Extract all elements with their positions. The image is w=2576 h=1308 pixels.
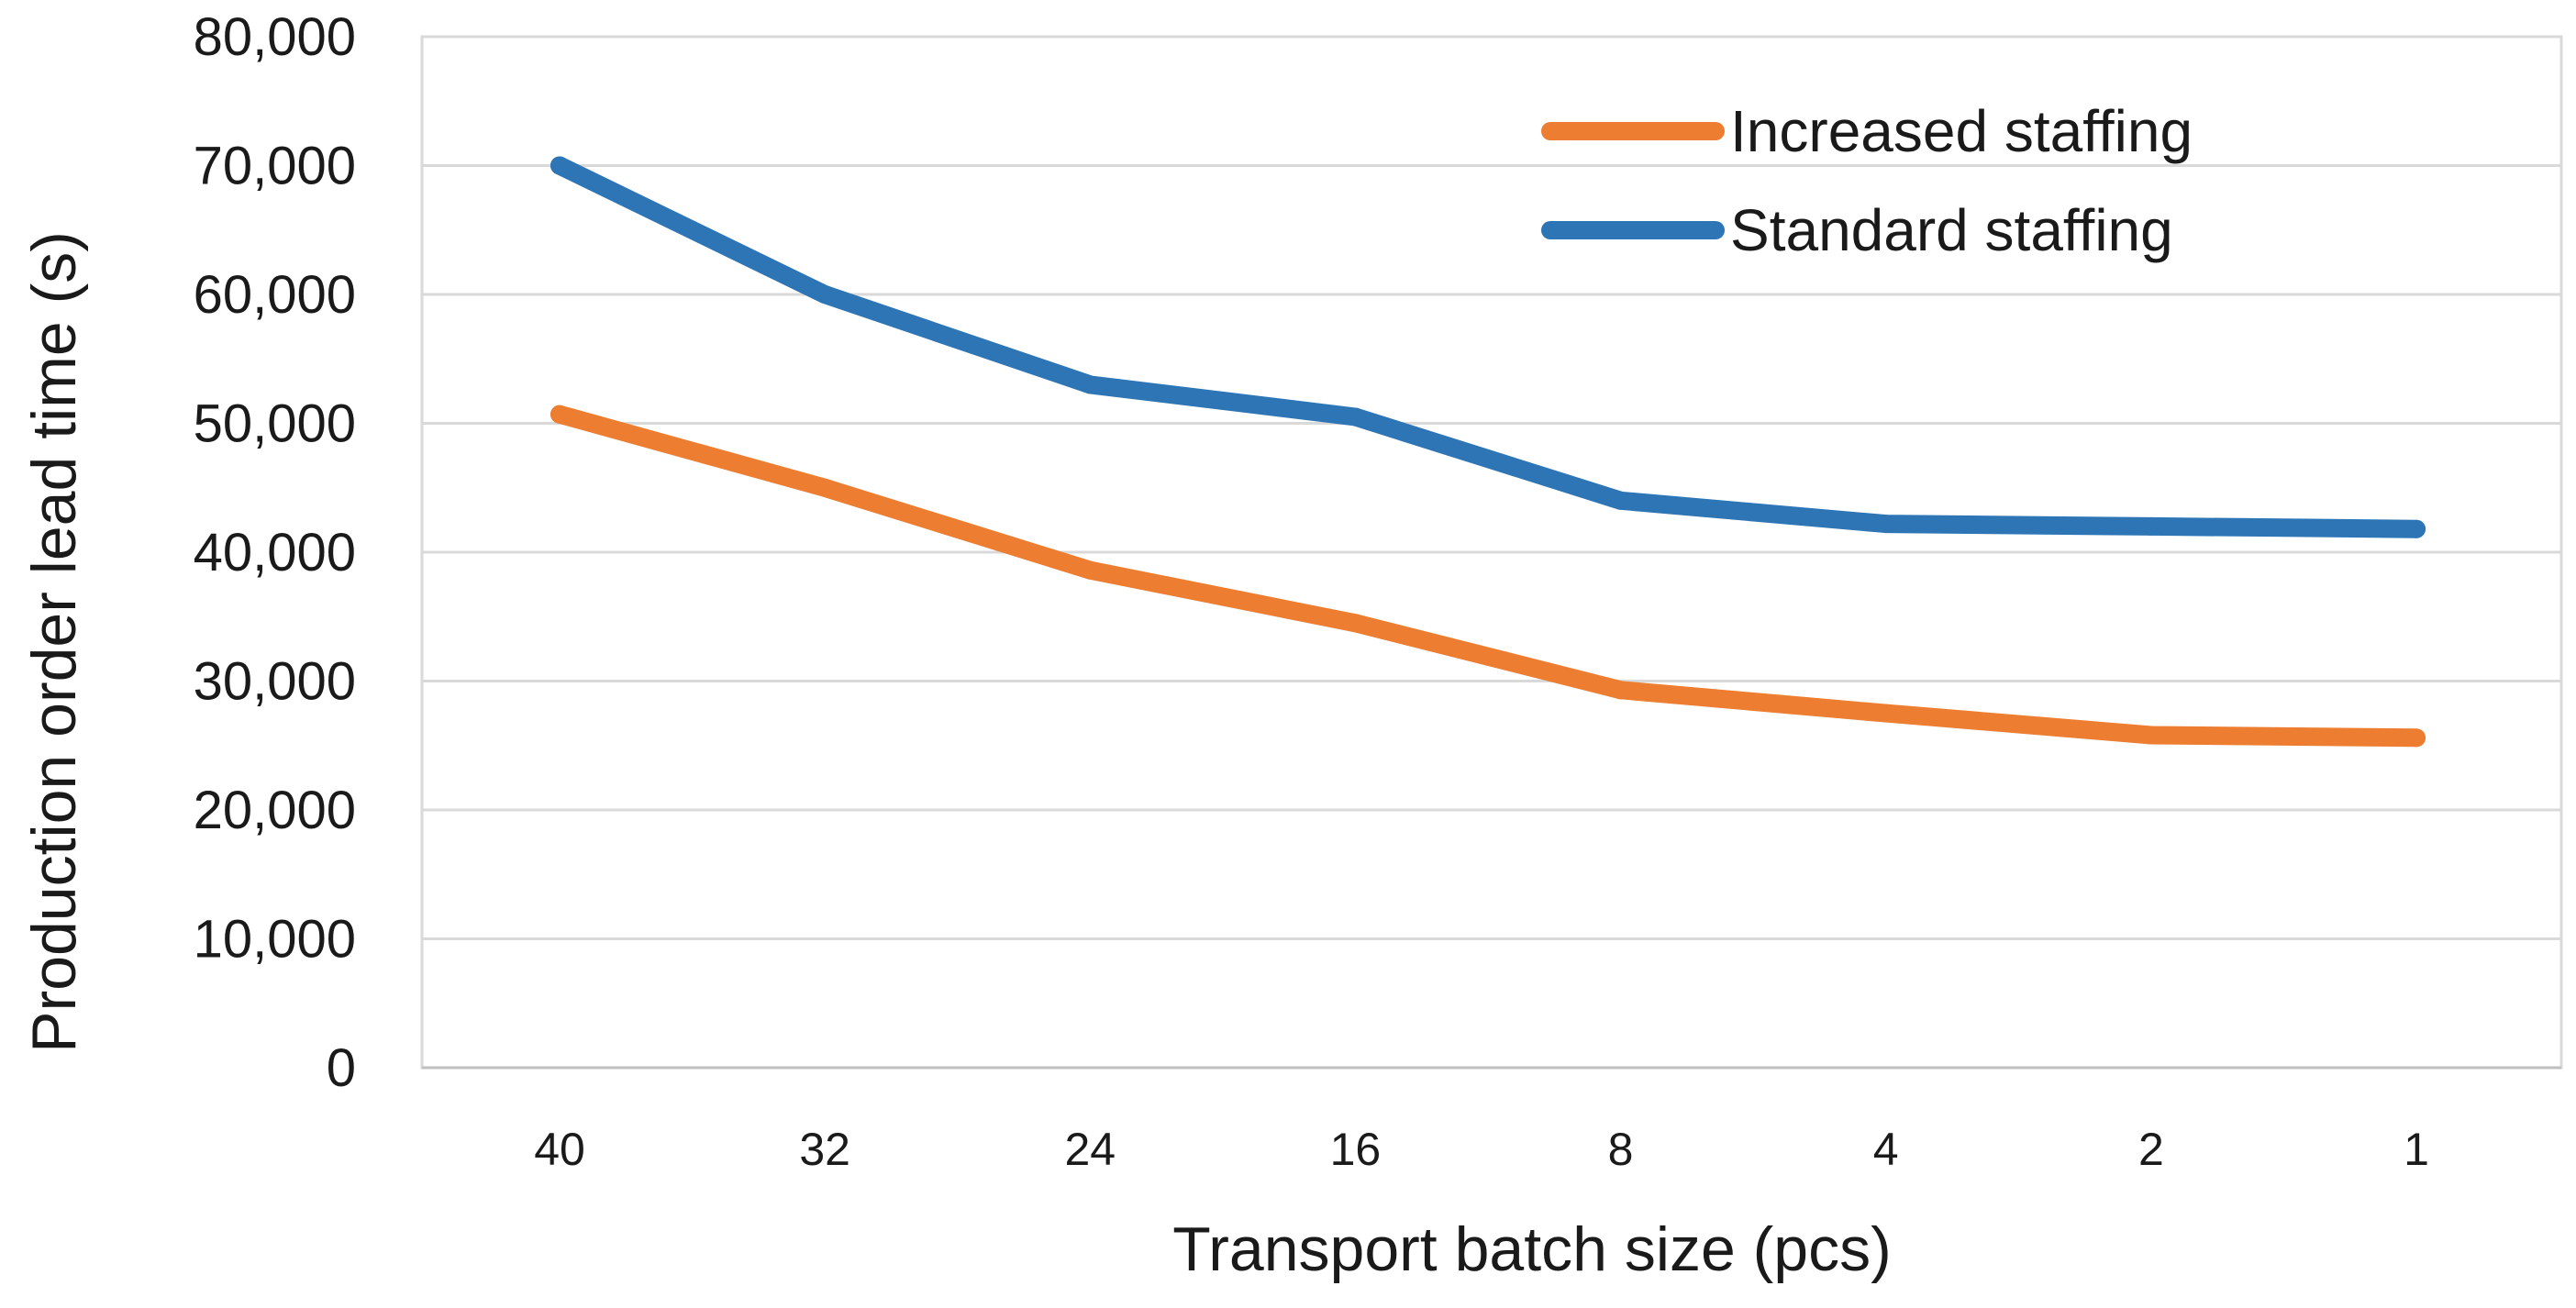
y-tick-label: 80,000: [194, 7, 356, 67]
y-tick-label: 10,000: [194, 910, 356, 970]
data-point-increased-staffing: [2141, 726, 2160, 745]
data-point-standard-staffing: [1876, 515, 1895, 534]
gridlines: [420, 35, 2563, 1070]
data-point-standard-staffing: [1081, 375, 1100, 394]
x-axis-title: Transport batch size (pcs): [1172, 1214, 1892, 1284]
series-standard-staffing: [550, 156, 2426, 538]
x-tick-label: 16: [1330, 1124, 1382, 1175]
x-tick-label: 2: [2138, 1124, 2164, 1175]
data-point-increased-staffing: [816, 478, 835, 497]
x-tick-label: 24: [1064, 1124, 1116, 1175]
data-point-increased-staffing: [550, 405, 569, 424]
y-tick-label: 50,000: [194, 394, 356, 454]
data-point-standard-staffing: [1611, 491, 1630, 510]
y-tick-label: 70,000: [194, 137, 356, 196]
series-increased-staffing: [550, 405, 2426, 748]
legend-label-standard-staffing: Standard staffing: [1730, 197, 2173, 263]
series-line-increased-staffing: [550, 405, 2426, 748]
x-tick-label: 8: [1608, 1124, 1634, 1175]
data-point-standard-staffing: [816, 285, 835, 304]
x-axis-tick-labels: 40 32 24 16 8 4 2 1: [534, 1124, 2429, 1175]
y-tick-label: 60,000: [194, 265, 356, 325]
data-point-standard-staffing: [2407, 519, 2426, 538]
data-point-standard-staffing: [2141, 516, 2160, 536]
data-point-standard-staffing: [1346, 407, 1365, 427]
legend: Increased staffing Standard staffing: [1541, 98, 2193, 263]
legend-label-increased-staffing: Increased staffing: [1730, 98, 2193, 164]
data-point-increased-staffing: [1876, 704, 1895, 723]
x-tick-label: 4: [1873, 1124, 1899, 1175]
data-point-increased-staffing: [1611, 681, 1630, 700]
y-tick-label: 0: [327, 1038, 356, 1098]
series-lines: [550, 156, 2426, 748]
data-point-increased-staffing: [1346, 614, 1365, 633]
y-tick-label: 30,000: [194, 652, 356, 712]
y-tick-label: 40,000: [194, 523, 356, 582]
y-tick-label: 20,000: [194, 781, 356, 840]
x-tick-label: 32: [799, 1124, 850, 1175]
series-line-standard-staffing: [550, 156, 2426, 538]
y-axis-tick-labels: 0 10,000 20,000 30,000 40,000 50,000 60,000 70,…: [194, 7, 356, 1098]
data-point-increased-staffing: [2407, 728, 2426, 748]
y-axis-title: Production order lead time (s): [19, 231, 89, 1053]
x-tick-label: 40: [534, 1124, 585, 1175]
x-tick-label: 1: [2404, 1124, 2429, 1175]
data-point-standard-staffing: [550, 156, 569, 175]
data-point-increased-staffing: [1081, 560, 1100, 580]
